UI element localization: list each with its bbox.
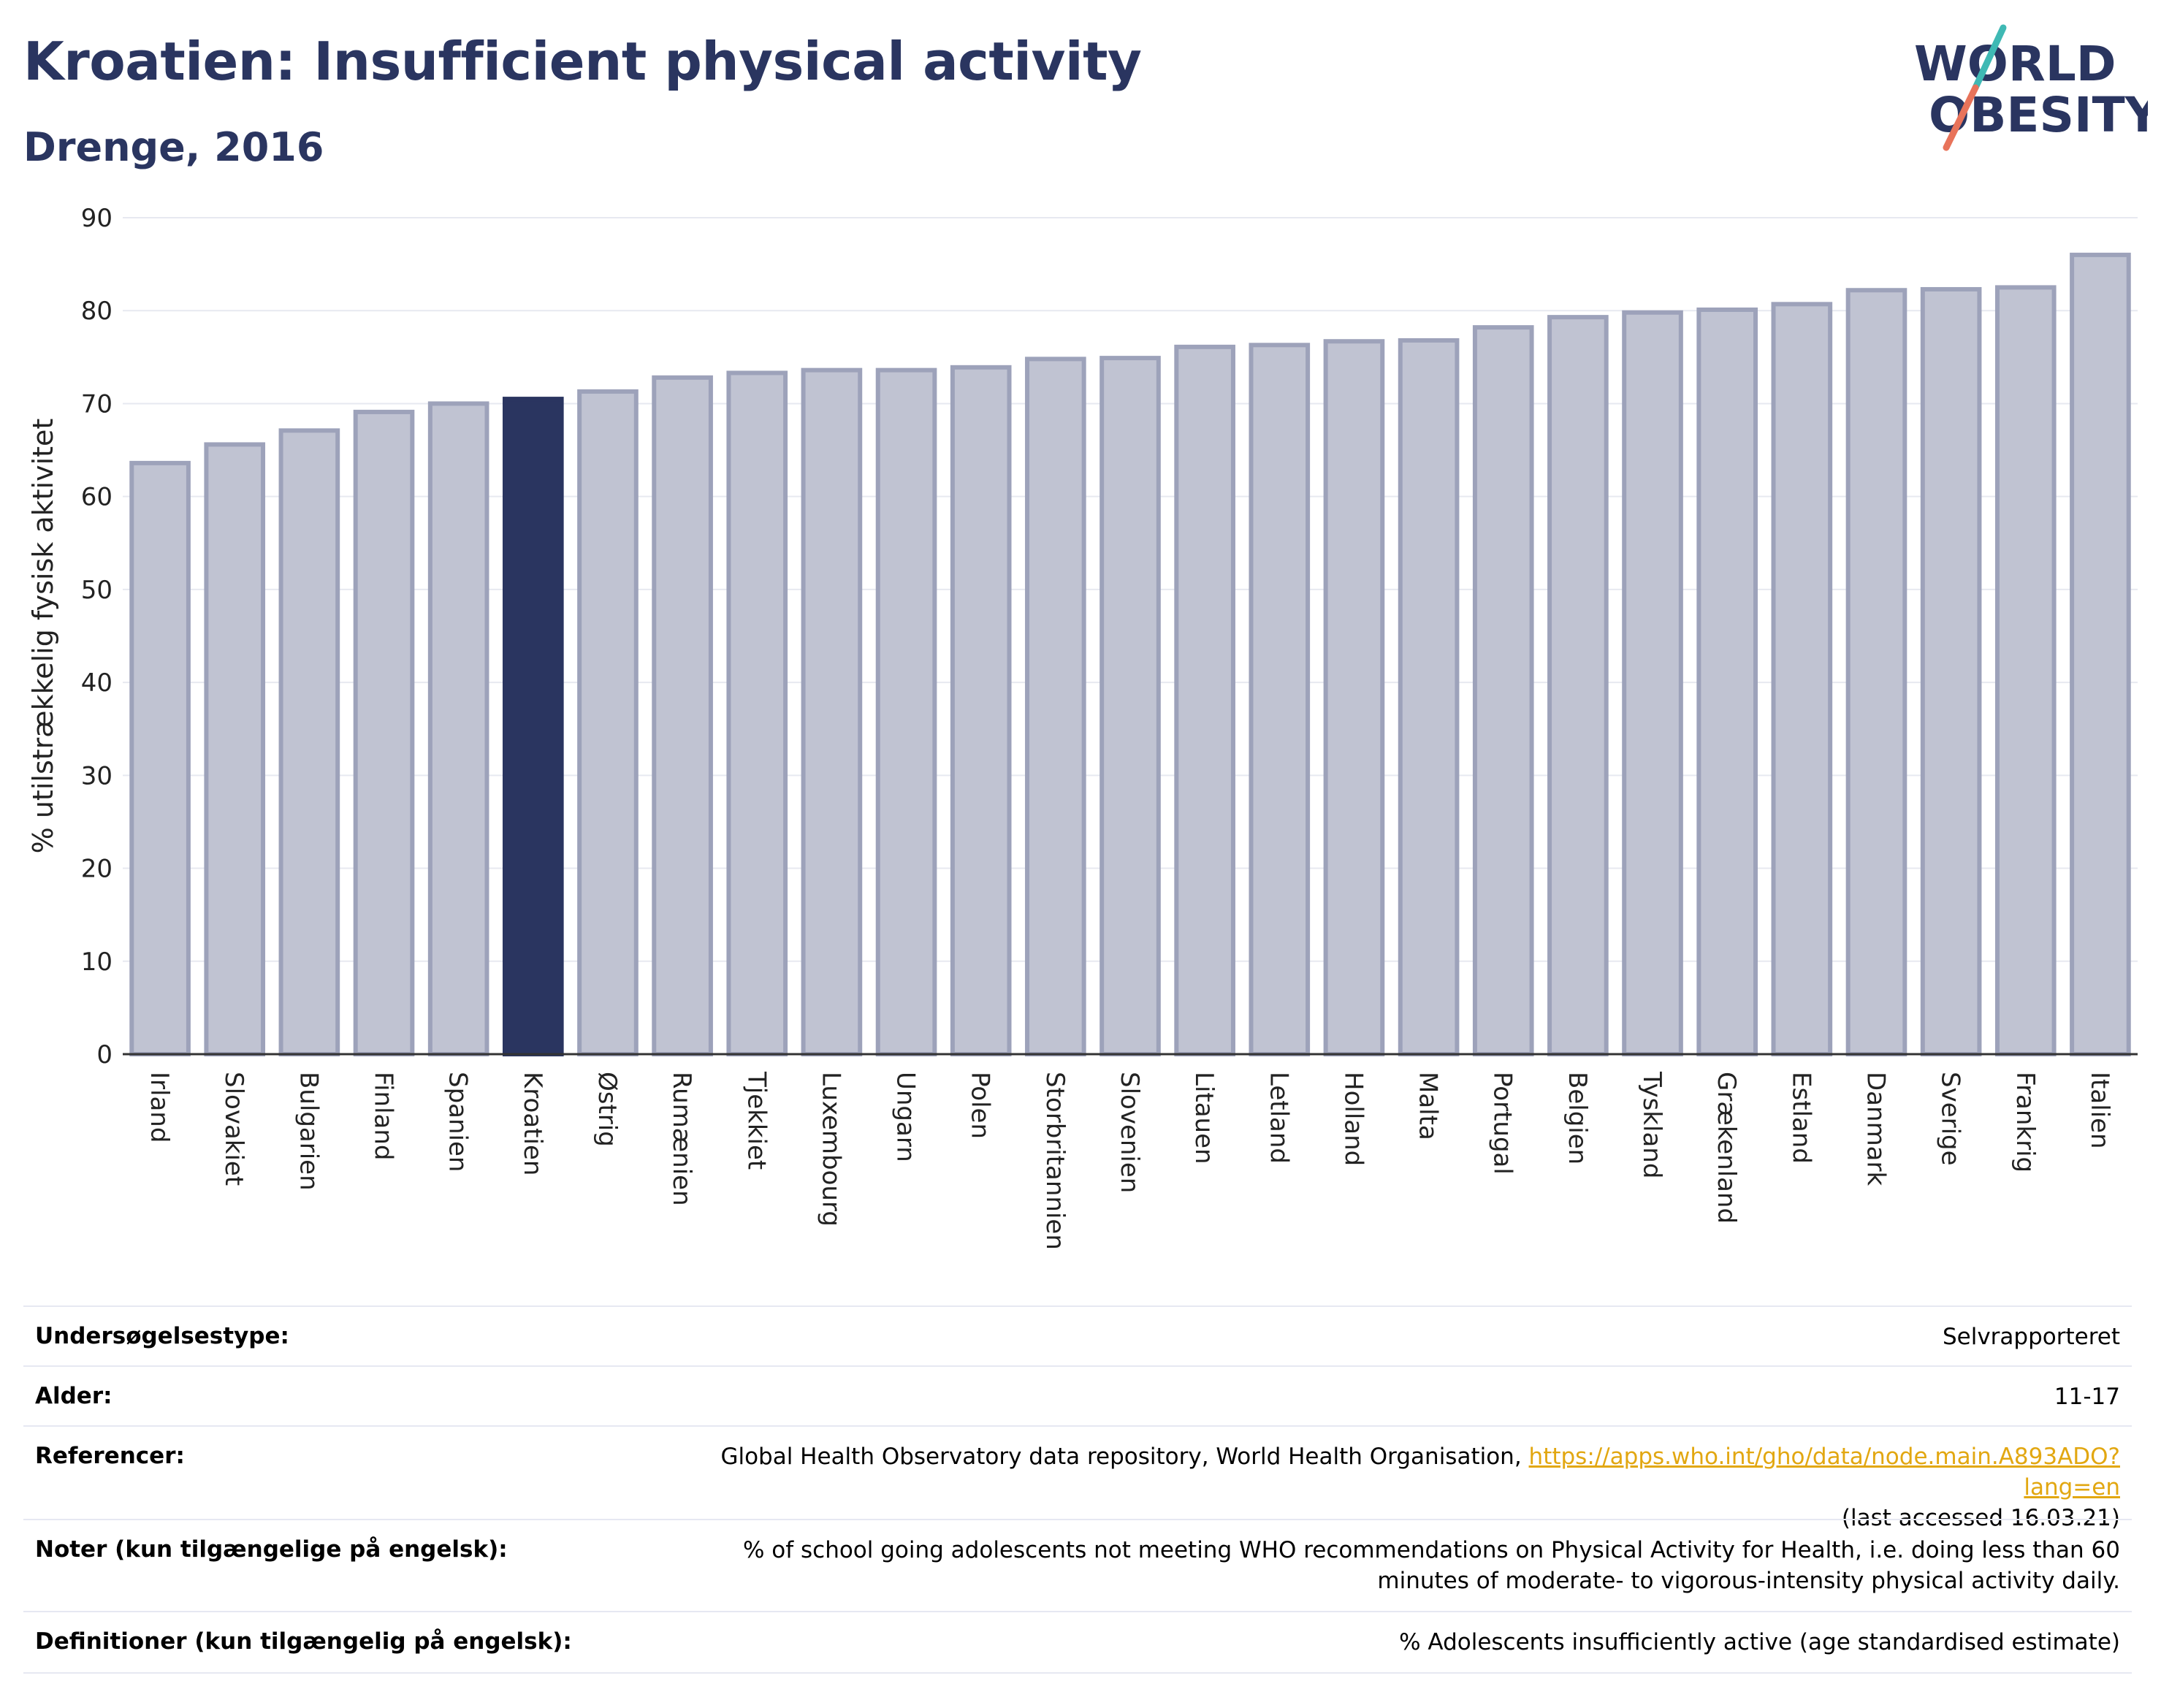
- x-tick-label: Danmark: [1861, 1072, 1890, 1186]
- x-tick-label: Storbritannien: [1040, 1072, 1070, 1250]
- bar-Belgien: [1547, 315, 1609, 1056]
- x-tick-label: Litauen: [1189, 1072, 1219, 1164]
- meta-value: Selvrapporteret: [1942, 1324, 2120, 1350]
- x-tick-label: Rumænien: [667, 1072, 696, 1206]
- meta-row-survey-type: Undersøgelsestype: Selvrapporteret: [23, 1305, 2132, 1365]
- bar-Tjekkiet: [726, 370, 788, 1056]
- reference-link[interactable]: https://apps.who.int/gho/data/node.main.…: [1528, 1444, 2120, 1501]
- meta-row-definitions: Definitioner (kun tilgængelig på engelsk…: [23, 1611, 2132, 1674]
- page-subtitle: Drenge, 2016: [23, 124, 324, 170]
- x-tick-label: Tjekkiet: [742, 1071, 771, 1170]
- x-tick-label: Frankrig: [2011, 1072, 2040, 1173]
- x-tick-label: Slovenien: [1115, 1072, 1144, 1193]
- x-tick-label: Luxembourg: [816, 1072, 845, 1227]
- bar-Litauen: [1174, 344, 1235, 1057]
- world-obesity-logo: WORLD OBESITY: [1914, 24, 2148, 151]
- y-tick-label: 10: [81, 948, 113, 977]
- x-tick-label: Polen: [966, 1072, 995, 1139]
- x-tick-label: Malta: [1414, 1072, 1443, 1140]
- y-tick-label: 60: [81, 483, 113, 512]
- bar-chart: 0 10 20 30 40 50 60 70 80 90 Irland Slovakiet Bulga…: [27, 204, 2138, 1250]
- meta-label: Undersøgelsestype:: [35, 1323, 289, 1349]
- bar-Tyskland: [1622, 310, 1683, 1056]
- x-tick-label: Letland: [1264, 1072, 1293, 1164]
- y-tick-label: 30: [81, 761, 113, 790]
- bar-Rumænien: [652, 375, 713, 1056]
- bar-Malta: [1398, 338, 1460, 1056]
- x-tick-label: Bulgarien: [294, 1072, 323, 1191]
- bar-Luxembourg: [801, 367, 863, 1056]
- y-tick-label: 90: [81, 204, 113, 233]
- meta-label: Alder:: [35, 1383, 113, 1409]
- x-tick-label: Spanien: [443, 1072, 473, 1172]
- bar-Slovakiet: [204, 442, 266, 1056]
- y-tick-label: 50: [81, 576, 113, 605]
- x-tick-label: Østrig: [592, 1072, 622, 1147]
- x-tick-label: Sverige: [1936, 1072, 1965, 1166]
- bars: [129, 252, 2131, 1057]
- bar-Holland: [1323, 339, 1385, 1056]
- x-tick-labels: Irland Slovakiet Bulgarien Finland Spanien Kr…: [145, 1071, 2114, 1250]
- x-tick-label: Ungarn: [891, 1072, 921, 1162]
- reference-text: Global Health Observatory data repositor…: [720, 1444, 1529, 1470]
- bar-Østrig: [577, 389, 639, 1056]
- bar-Estland: [1771, 302, 1833, 1057]
- bar-Ungarn: [875, 367, 937, 1056]
- logo-line1: WORLD: [1914, 36, 2116, 92]
- meta-label: Referencer:: [35, 1443, 185, 1469]
- x-tick-label: Portugal: [1488, 1072, 1517, 1175]
- bar-Grækenland: [1696, 307, 1758, 1056]
- bar-Finland: [353, 409, 415, 1056]
- bar-Kroatien: [502, 397, 564, 1056]
- y-tick-label: 20: [81, 855, 113, 884]
- x-tick-label: Tyskland: [1637, 1071, 1666, 1178]
- meta-label: Definitioner (kun tilgængelig på engelsk…: [35, 1628, 572, 1655]
- meta-value: % Adolescents insufficiently active (age…: [1399, 1629, 2120, 1655]
- bar-Portugal: [1472, 325, 1534, 1057]
- meta-row-references: Referencer: Global Health Observatory da…: [23, 1425, 2132, 1531]
- meta-value: % of school going adolescents not meetin…: [742, 1537, 2120, 1594]
- x-tick-label: Belgien: [1563, 1072, 1592, 1164]
- bar-Danmark: [1845, 288, 1907, 1057]
- y-axis-label: % utilstrækkelig fysisk aktivitet: [27, 419, 59, 854]
- x-tick-label: Italien: [2085, 1072, 2114, 1149]
- bar-Irland: [129, 460, 191, 1056]
- meta-value: Global Health Observatory data repositor…: [659, 1441, 2120, 1533]
- y-tick-label: 0: [96, 1040, 113, 1070]
- bar-Bulgarien: [278, 428, 340, 1056]
- bar-Letland: [1249, 343, 1311, 1056]
- y-tick-label: 40: [81, 668, 113, 698]
- metadata-table: Undersøgelsestype: Selvrapporteret Alder…: [23, 1305, 2132, 1674]
- logo-slash-teal: [1972, 24, 2007, 91]
- y-tick-label: 70: [81, 389, 113, 419]
- meta-row-age: Alder: 11-17: [23, 1365, 2132, 1425]
- x-tick-label: Kroatien: [518, 1072, 547, 1175]
- page-title: Kroatien: Insufficient physical activity: [23, 31, 1142, 92]
- bar-Storbritannien: [1025, 357, 1086, 1056]
- bar-Italien: [2070, 252, 2131, 1056]
- bar-Spanien: [427, 401, 489, 1056]
- y-tick-labels: 0 10 20 30 40 50 60 70 80 90: [81, 204, 113, 1070]
- y-tick-label: 80: [81, 297, 113, 326]
- bar-Sverige: [1920, 286, 1982, 1057]
- x-tick-label: Estland: [1786, 1072, 1815, 1164]
- x-tick-label: Slovakiet: [219, 1072, 248, 1186]
- meta-row-notes: Noter (kun tilgængelige på engelsk): % o…: [23, 1519, 2132, 1611]
- meta-value: 11-17: [2054, 1384, 2120, 1410]
- bar-Frankrig: [1994, 285, 2057, 1057]
- bar-Polen: [950, 365, 1012, 1057]
- meta-label: Noter (kun tilgængelige på engelsk):: [35, 1536, 508, 1563]
- bar-Slovenien: [1099, 356, 1161, 1057]
- reference-accessed: (last accessed 16.03.21): [1841, 1505, 2120, 1531]
- x-tick-label: Finland: [369, 1072, 398, 1161]
- x-tick-label: Grækenland: [1712, 1072, 1741, 1224]
- x-tick-label: Irland: [145, 1072, 174, 1143]
- x-tick-label: Holland: [1338, 1072, 1368, 1166]
- logo-slash-coral: [1943, 84, 1979, 151]
